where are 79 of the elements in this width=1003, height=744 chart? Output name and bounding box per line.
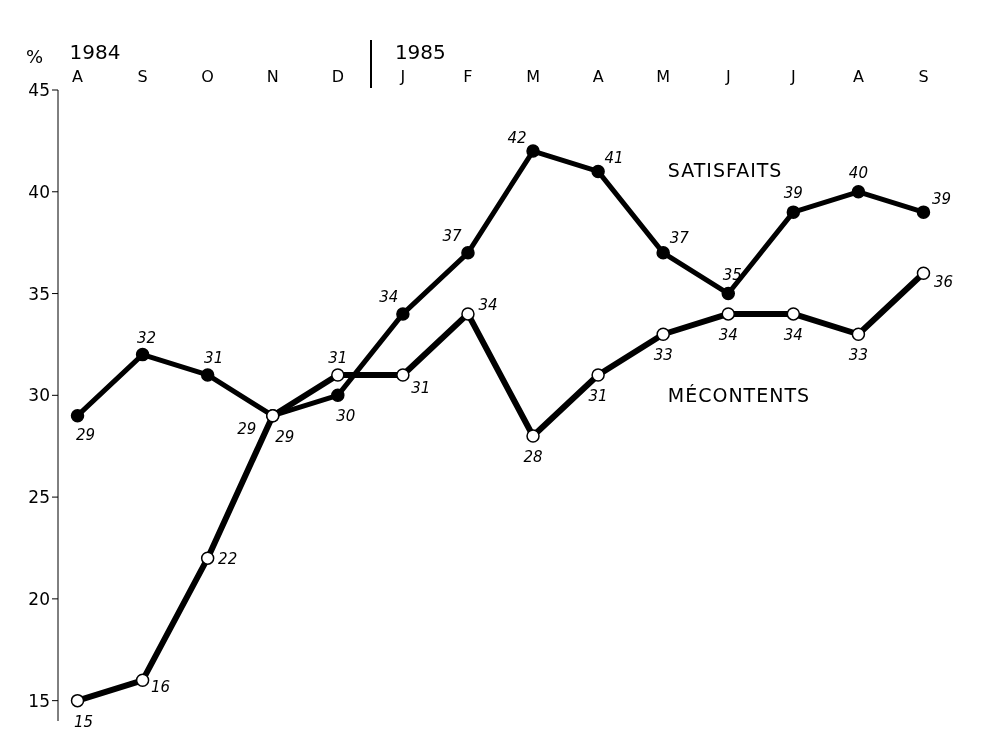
point: [656, 327, 670, 342]
x-tick-label: J: [399, 67, 406, 86]
data-label: 37: [669, 228, 690, 247]
point: [461, 246, 475, 260]
x-tick-label: A: [72, 67, 84, 86]
data-label: 32: [137, 328, 157, 347]
data-label: 29: [275, 427, 295, 446]
point: [916, 205, 931, 219]
data-label: 40: [848, 163, 868, 182]
x-tick-label: A: [592, 67, 604, 86]
point: [461, 307, 475, 321]
data-label: 22: [218, 550, 238, 569]
point: [70, 408, 85, 423]
point: [721, 307, 736, 321]
y-axis-title: %: [26, 46, 44, 67]
data-label: 28: [523, 448, 543, 467]
y-tick-label: 30: [28, 385, 50, 406]
point: [591, 368, 605, 382]
data-label: 30: [336, 407, 356, 426]
y-tick-label: 25: [28, 487, 50, 508]
point: [135, 673, 150, 688]
data-label: 37: [442, 226, 462, 245]
x-tick-label: J: [724, 67, 731, 86]
data-label: 15: [73, 712, 94, 731]
point: [331, 368, 345, 382]
y-tick-label: 45: [28, 80, 50, 101]
point: [851, 185, 866, 199]
data-label: 29: [75, 425, 96, 444]
data-label: 34: [718, 325, 738, 344]
point: [591, 164, 605, 179]
point: [200, 551, 215, 565]
data-label: 34: [783, 325, 803, 344]
x-tick-label: D: [331, 67, 344, 86]
point: [331, 388, 345, 403]
data-label: 39: [931, 190, 952, 209]
point: [786, 307, 801, 321]
series-label: SATISFAITS: [667, 158, 783, 181]
point: [526, 429, 540, 443]
point: [656, 246, 670, 260]
point: [200, 368, 215, 382]
data-label: 34: [478, 295, 498, 314]
point: [721, 286, 736, 301]
text: 1984: [69, 40, 121, 64]
point: [70, 693, 85, 708]
x-tick-label: J: [789, 67, 796, 86]
point: [396, 368, 410, 382]
data-label: 34: [379, 287, 399, 306]
text: MÉCONTENTS: [667, 383, 811, 406]
point: [526, 144, 540, 158]
data-label: 31: [328, 348, 348, 367]
point: [396, 307, 410, 321]
point: [916, 266, 931, 280]
point: [135, 347, 150, 362]
data-label: 41: [604, 149, 624, 168]
data-label: 29: [237, 419, 257, 438]
data-label: 31: [588, 386, 608, 405]
point: [786, 205, 801, 219]
x-tick-label: M: [526, 67, 540, 86]
data-label: 42: [507, 129, 527, 148]
text: 1985: [394, 40, 446, 64]
point: [851, 327, 866, 342]
data-label: 31: [411, 378, 431, 397]
x-tick-label: O: [201, 67, 214, 86]
x-tick-label: F: [463, 67, 473, 86]
data-label: 36: [933, 273, 954, 292]
y-tick-label: 40: [28, 181, 50, 202]
x-tick-label: M: [656, 67, 671, 86]
data-label: 39: [783, 184, 803, 203]
data-label: 31: [204, 348, 224, 367]
data-label: 33: [848, 346, 868, 365]
y-tick-label: 15: [28, 690, 50, 711]
x-tick-label: A: [852, 67, 864, 86]
x-tick-label: S: [137, 67, 148, 86]
x-tick-label: S: [918, 67, 929, 86]
data-label: 16: [151, 678, 171, 697]
y-tick-label: 20: [28, 588, 50, 609]
y-tick-label: 35: [28, 283, 50, 304]
x-tick-label: N: [266, 67, 279, 86]
data-label: 33: [653, 346, 673, 365]
